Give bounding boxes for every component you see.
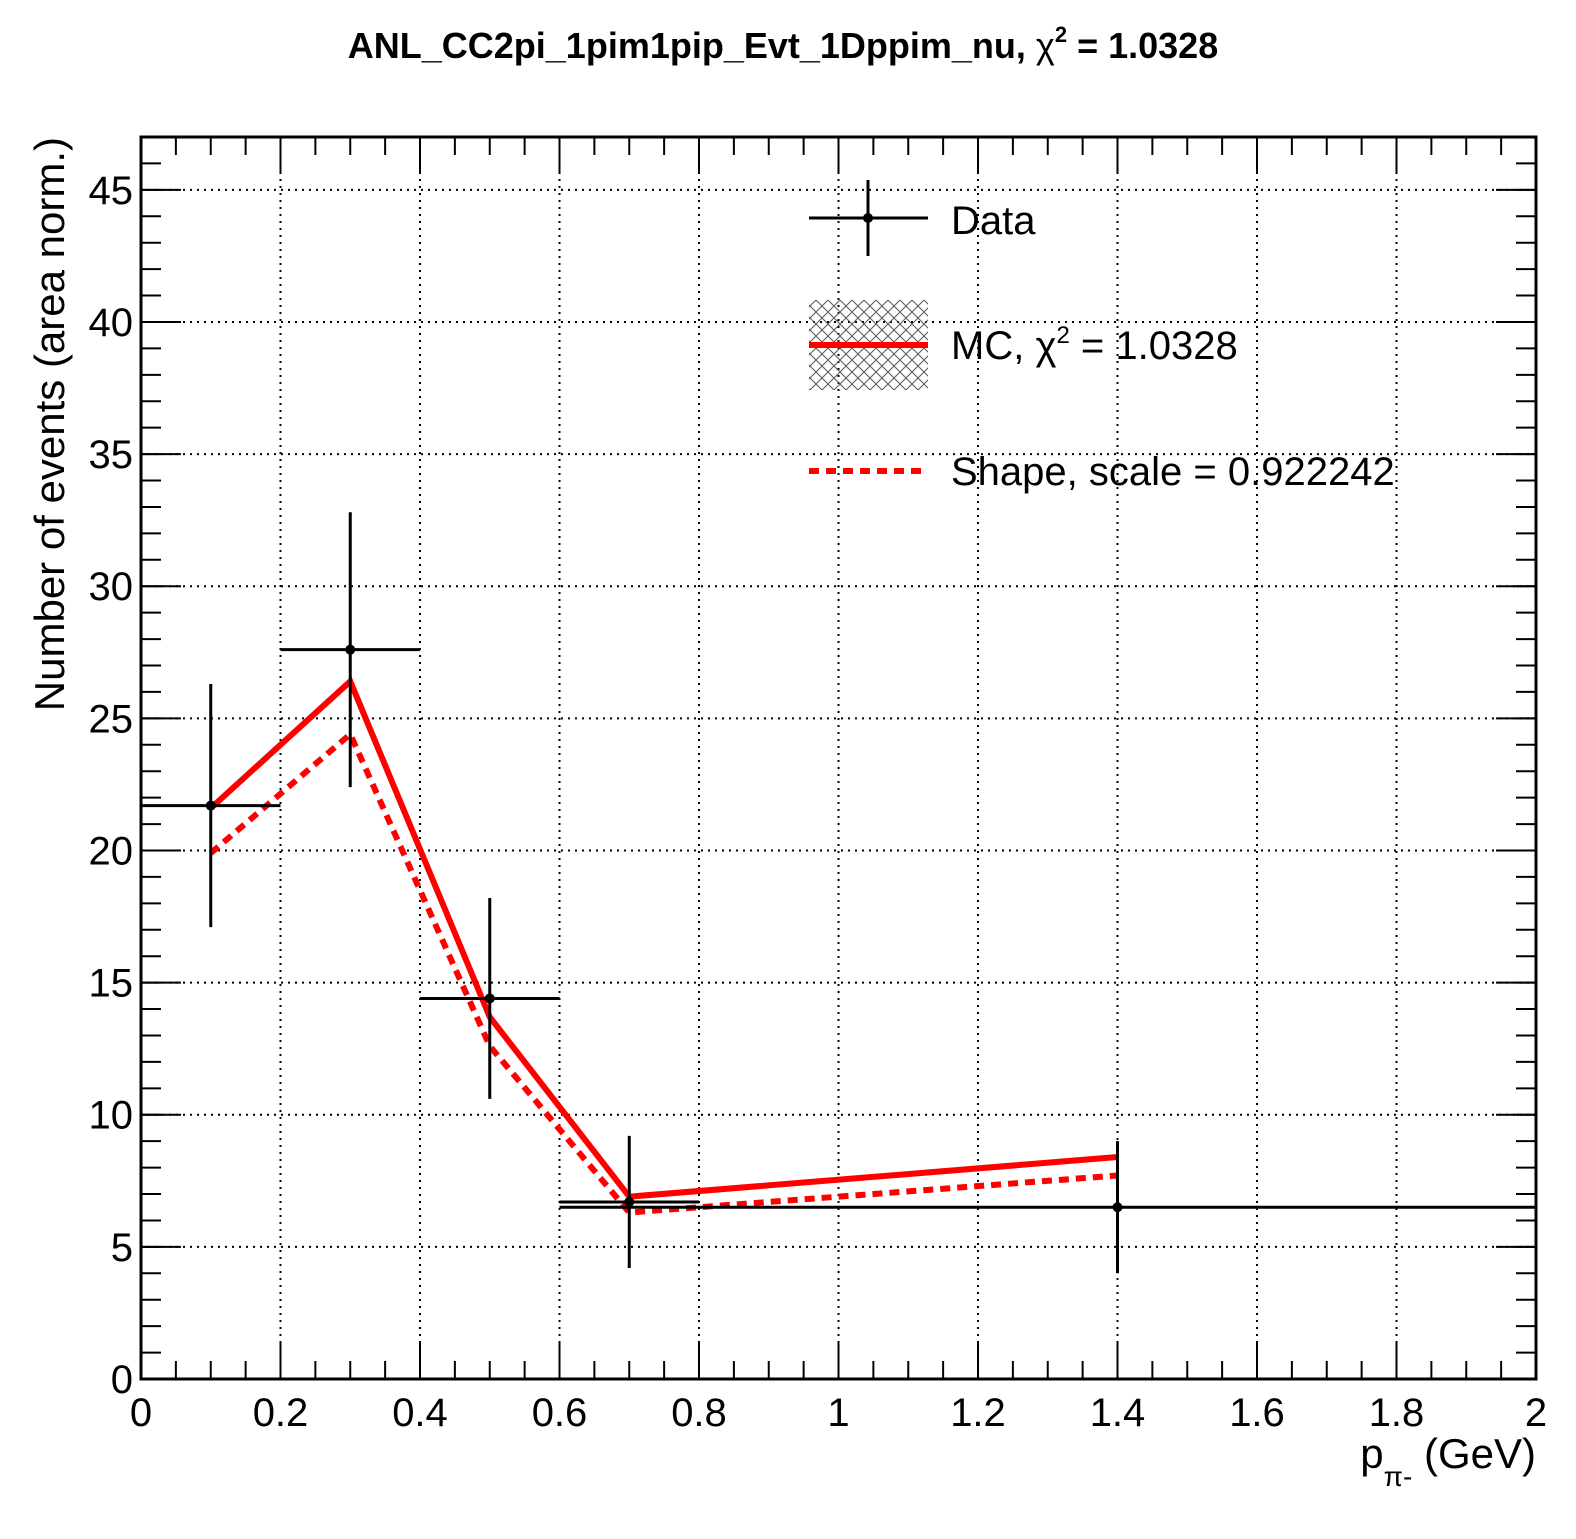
x-tick-label: 1.6 [1229,1391,1285,1435]
x-tick-label: 0.8 [671,1391,727,1435]
legend-shape-label: Shape, scale = 0.922242 [951,450,1395,494]
legend-mc-marker [809,300,928,390]
y-tick-label: 0 [111,1358,133,1402]
x-tick-label: 1.4 [1090,1391,1146,1435]
y-tick-label: 40 [89,301,134,345]
legend-data-marker [809,180,928,256]
data-series [141,512,1536,1274]
y-tick-label: 30 [89,565,134,609]
x-tick-label: 1.2 [950,1391,1006,1435]
y-tick-label: 15 [89,962,134,1006]
y-tick-label: 20 [89,829,134,873]
shape-series [208,729,1118,1216]
data-marker [624,1196,635,1207]
legend-mc-label: MC, χ2 = 1.0328 [951,322,1238,368]
data-point [559,1141,1536,1274]
mc-line [208,676,1118,1200]
x-tick-labels: 0 0.2 0.4 0.6 0.8 1 1.2 1.4 1.6 1.8 2 [130,1391,1547,1435]
x-tick-label: 0.4 [392,1391,448,1435]
x-tick-label: 0.2 [253,1391,309,1435]
x-tick-label: 0.6 [532,1391,588,1435]
data-point [559,1135,699,1269]
y-tick-label: 35 [89,433,134,477]
x-tick-label: 0 [130,1391,152,1435]
data-point [420,898,560,1099]
y-tick-labels: 0 5 10 15 20 25 30 35 40 45 [89,169,134,1402]
x-axis-label: pπ- (GeV) [1360,1430,1536,1492]
data-marker [1112,1202,1123,1213]
x-tick-label: 1.8 [1369,1391,1425,1435]
data-marker [205,800,216,811]
x-tick-label: 1 [827,1391,849,1435]
shape-line [208,729,1118,1216]
y-tick-label: 25 [89,697,134,741]
chart-title: ANL_CC2pi_1pim1pip_Evt_1Dppim_nu, χ2 = 1… [348,22,1218,66]
data-marker [484,993,495,1004]
y-tick-label: 10 [89,1094,134,1138]
axis-ticks [140,136,1537,1380]
legend: Data MC, χ2 = 1.0328 Shape, scale = 0.92… [809,180,1395,494]
data-point [280,512,420,788]
data-point [141,684,281,928]
x-tick-label: 2 [1525,1391,1547,1435]
y-tick-label: 5 [111,1226,133,1270]
y-tick-label: 45 [89,169,134,213]
data-marker [345,644,356,655]
grid [141,137,1536,1379]
legend-data-label: Data [951,199,1036,243]
y-axis-label: Number of events (area norm.) [26,137,73,711]
plot-frame [139,135,1538,1381]
mc-series [208,676,1118,1200]
